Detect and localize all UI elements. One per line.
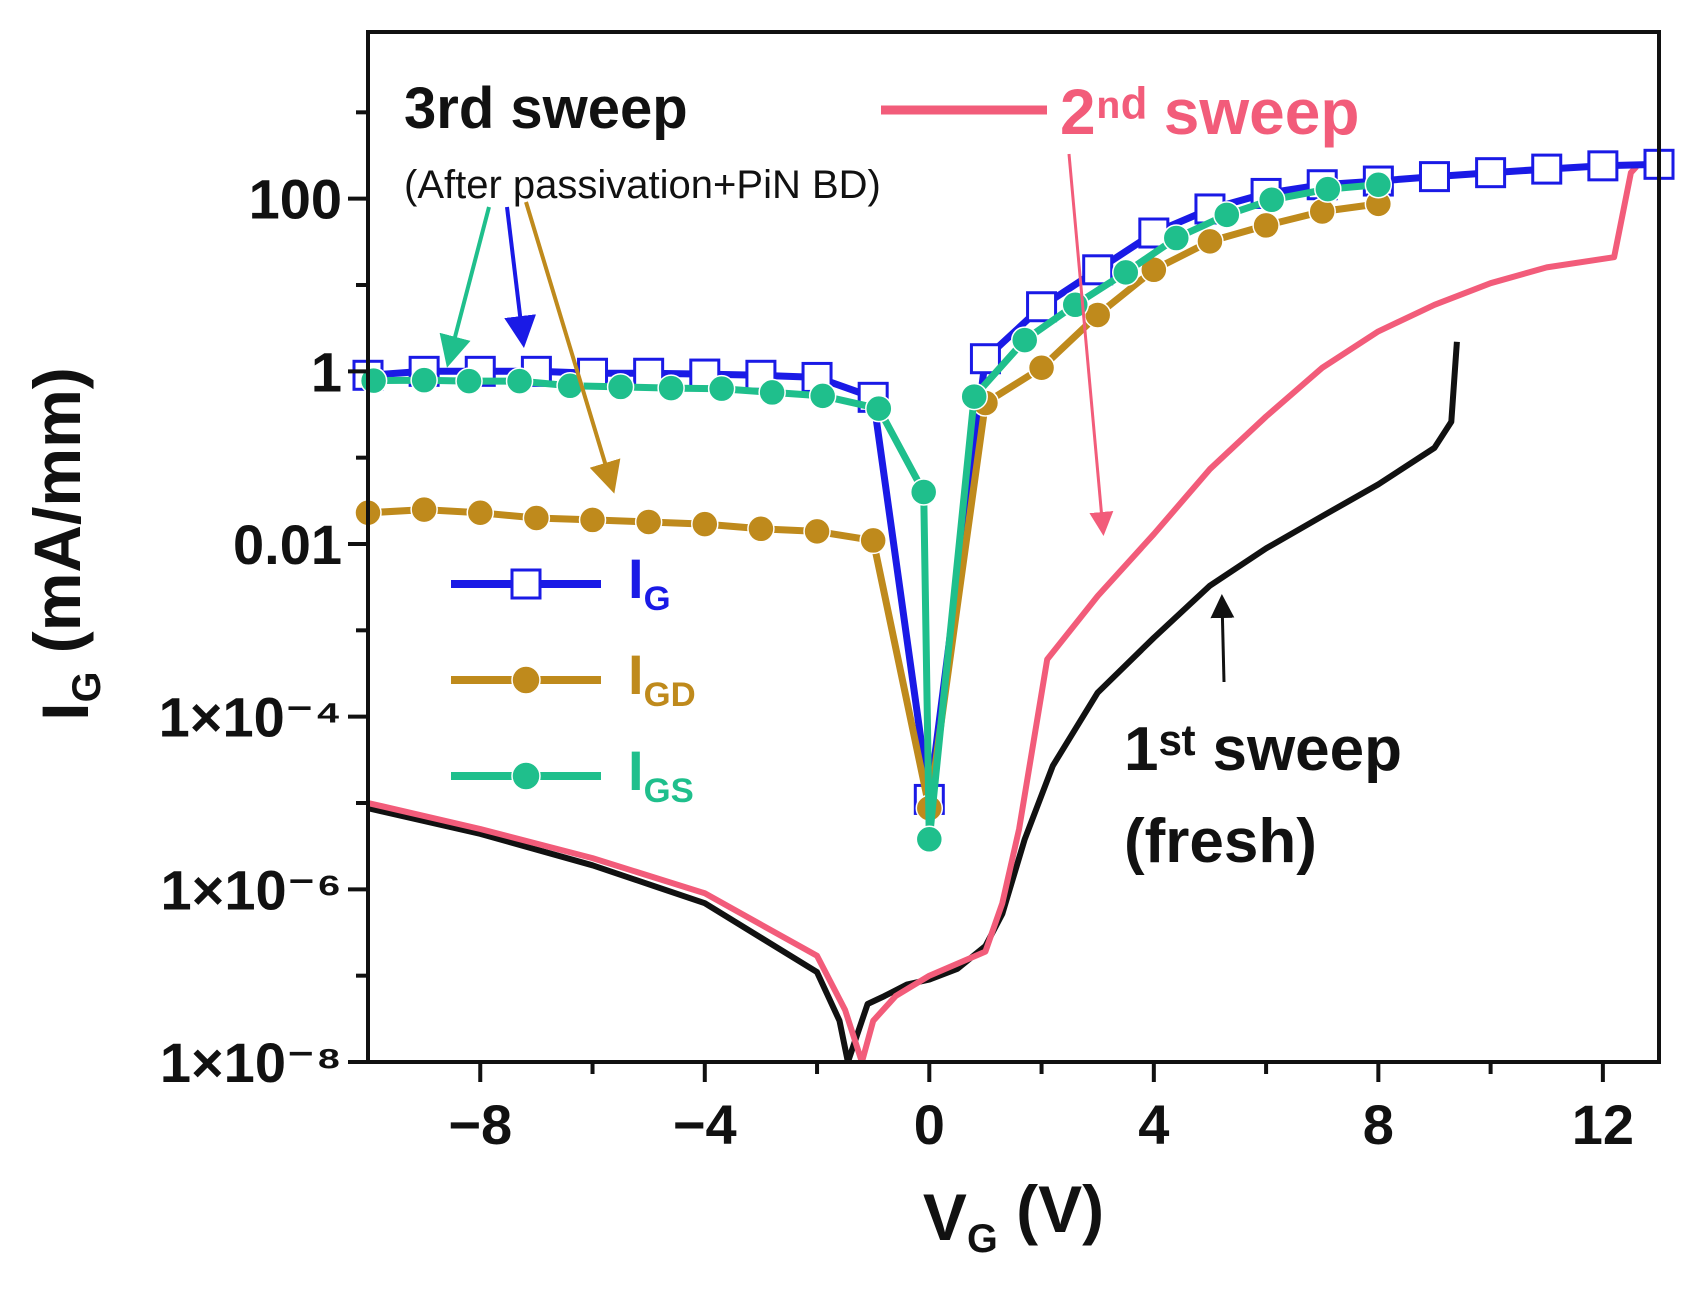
xlabel-part: V <box>923 1180 967 1254</box>
annotation: (After passivation+PiN BD) <box>404 163 881 207</box>
marker <box>915 825 944 854</box>
ylabel-part: I <box>28 702 102 720</box>
marker <box>1314 175 1342 203</box>
marker <box>1162 224 1191 252</box>
marker <box>1112 258 1140 287</box>
legend-label: IGS <box>628 739 694 810</box>
marker <box>657 374 685 402</box>
arrow <box>524 201 621 494</box>
x-tick-label: 12 <box>1572 1093 1634 1156</box>
marker <box>1418 161 1450 193</box>
axis-frame <box>366 30 1661 1064</box>
marker <box>633 357 665 389</box>
x-tick-label: 4 <box>1138 1093 1169 1156</box>
arrow <box>1067 153 1114 536</box>
marker <box>606 373 635 401</box>
marker <box>1082 254 1114 286</box>
marker <box>969 343 1001 375</box>
marker <box>455 367 483 395</box>
annotation: 3rd sweep <box>404 76 688 141</box>
marker <box>1364 170 1393 199</box>
y-tick-label: 0.01 <box>233 513 342 576</box>
marker <box>747 515 775 543</box>
marker <box>522 504 551 532</box>
xlabel-label: VG (V) <box>923 1172 1104 1261</box>
y-tick-label: 1 <box>311 340 342 403</box>
y-tick-label: 100 <box>249 168 342 231</box>
marker <box>410 366 438 394</box>
legend-marker <box>511 665 541 695</box>
marker <box>865 394 893 423</box>
legend-marker <box>511 761 541 791</box>
annotation: 1ˢᵗ sweep <box>1124 715 1402 784</box>
marker <box>1213 201 1241 229</box>
arrow <box>504 206 537 348</box>
arrow <box>1210 594 1235 683</box>
annotation: 2ⁿᵈ sweep <box>1060 76 1359 148</box>
x-tick-label: 0 <box>914 1093 945 1156</box>
y-tick-label: 1×10⁻⁸ <box>160 1031 342 1094</box>
x-tick-label: 8 <box>1363 1093 1394 1156</box>
y-tick-label: 1×10⁻⁶ <box>161 858 342 921</box>
marker <box>1257 186 1286 214</box>
marker <box>691 510 719 538</box>
series-line <box>373 181 1379 843</box>
ylabel-label: IG (mA/mm) <box>20 367 109 721</box>
plot-area: 1×10⁻⁸ 1×10⁻⁶ 1×10⁻⁴ 0.01 1 100 −8 −4 0 4 8 12 <box>159 30 1675 1156</box>
ylabel-part: G <box>65 672 109 703</box>
marker <box>859 526 887 555</box>
marker <box>1475 157 1507 189</box>
annotation: (fresh) <box>1124 807 1317 876</box>
x-tick-label: −8 <box>448 1093 512 1156</box>
xlabel-part: G <box>967 1217 998 1261</box>
marker <box>505 367 534 395</box>
marker <box>1027 354 1056 382</box>
ylabel-part: (mA/mm) <box>20 367 94 671</box>
legend-label: IG <box>628 547 671 618</box>
legend-marker <box>510 568 542 600</box>
marker <box>808 382 837 410</box>
marker <box>1026 291 1058 323</box>
marker <box>960 382 988 411</box>
xlabel-part: (V) <box>998 1172 1104 1246</box>
y-tick-label: 1×10⁻⁴ <box>159 686 342 749</box>
arrow <box>439 206 491 368</box>
series-line <box>368 164 1639 1062</box>
x-tick-label: −4 <box>673 1093 737 1156</box>
marker <box>1587 150 1619 182</box>
legend-label: IGD <box>628 643 696 714</box>
marker <box>909 478 938 506</box>
marker <box>1010 326 1039 354</box>
marker <box>707 374 736 403</box>
series-line <box>368 160 1659 803</box>
marker <box>803 517 831 546</box>
marker <box>689 358 721 390</box>
marker <box>758 378 786 407</box>
marker <box>410 495 438 524</box>
marker <box>466 499 495 527</box>
marker <box>634 508 663 536</box>
marker <box>578 506 607 534</box>
marker <box>1531 153 1563 185</box>
marker <box>1196 227 1224 256</box>
marker <box>1252 211 1280 240</box>
